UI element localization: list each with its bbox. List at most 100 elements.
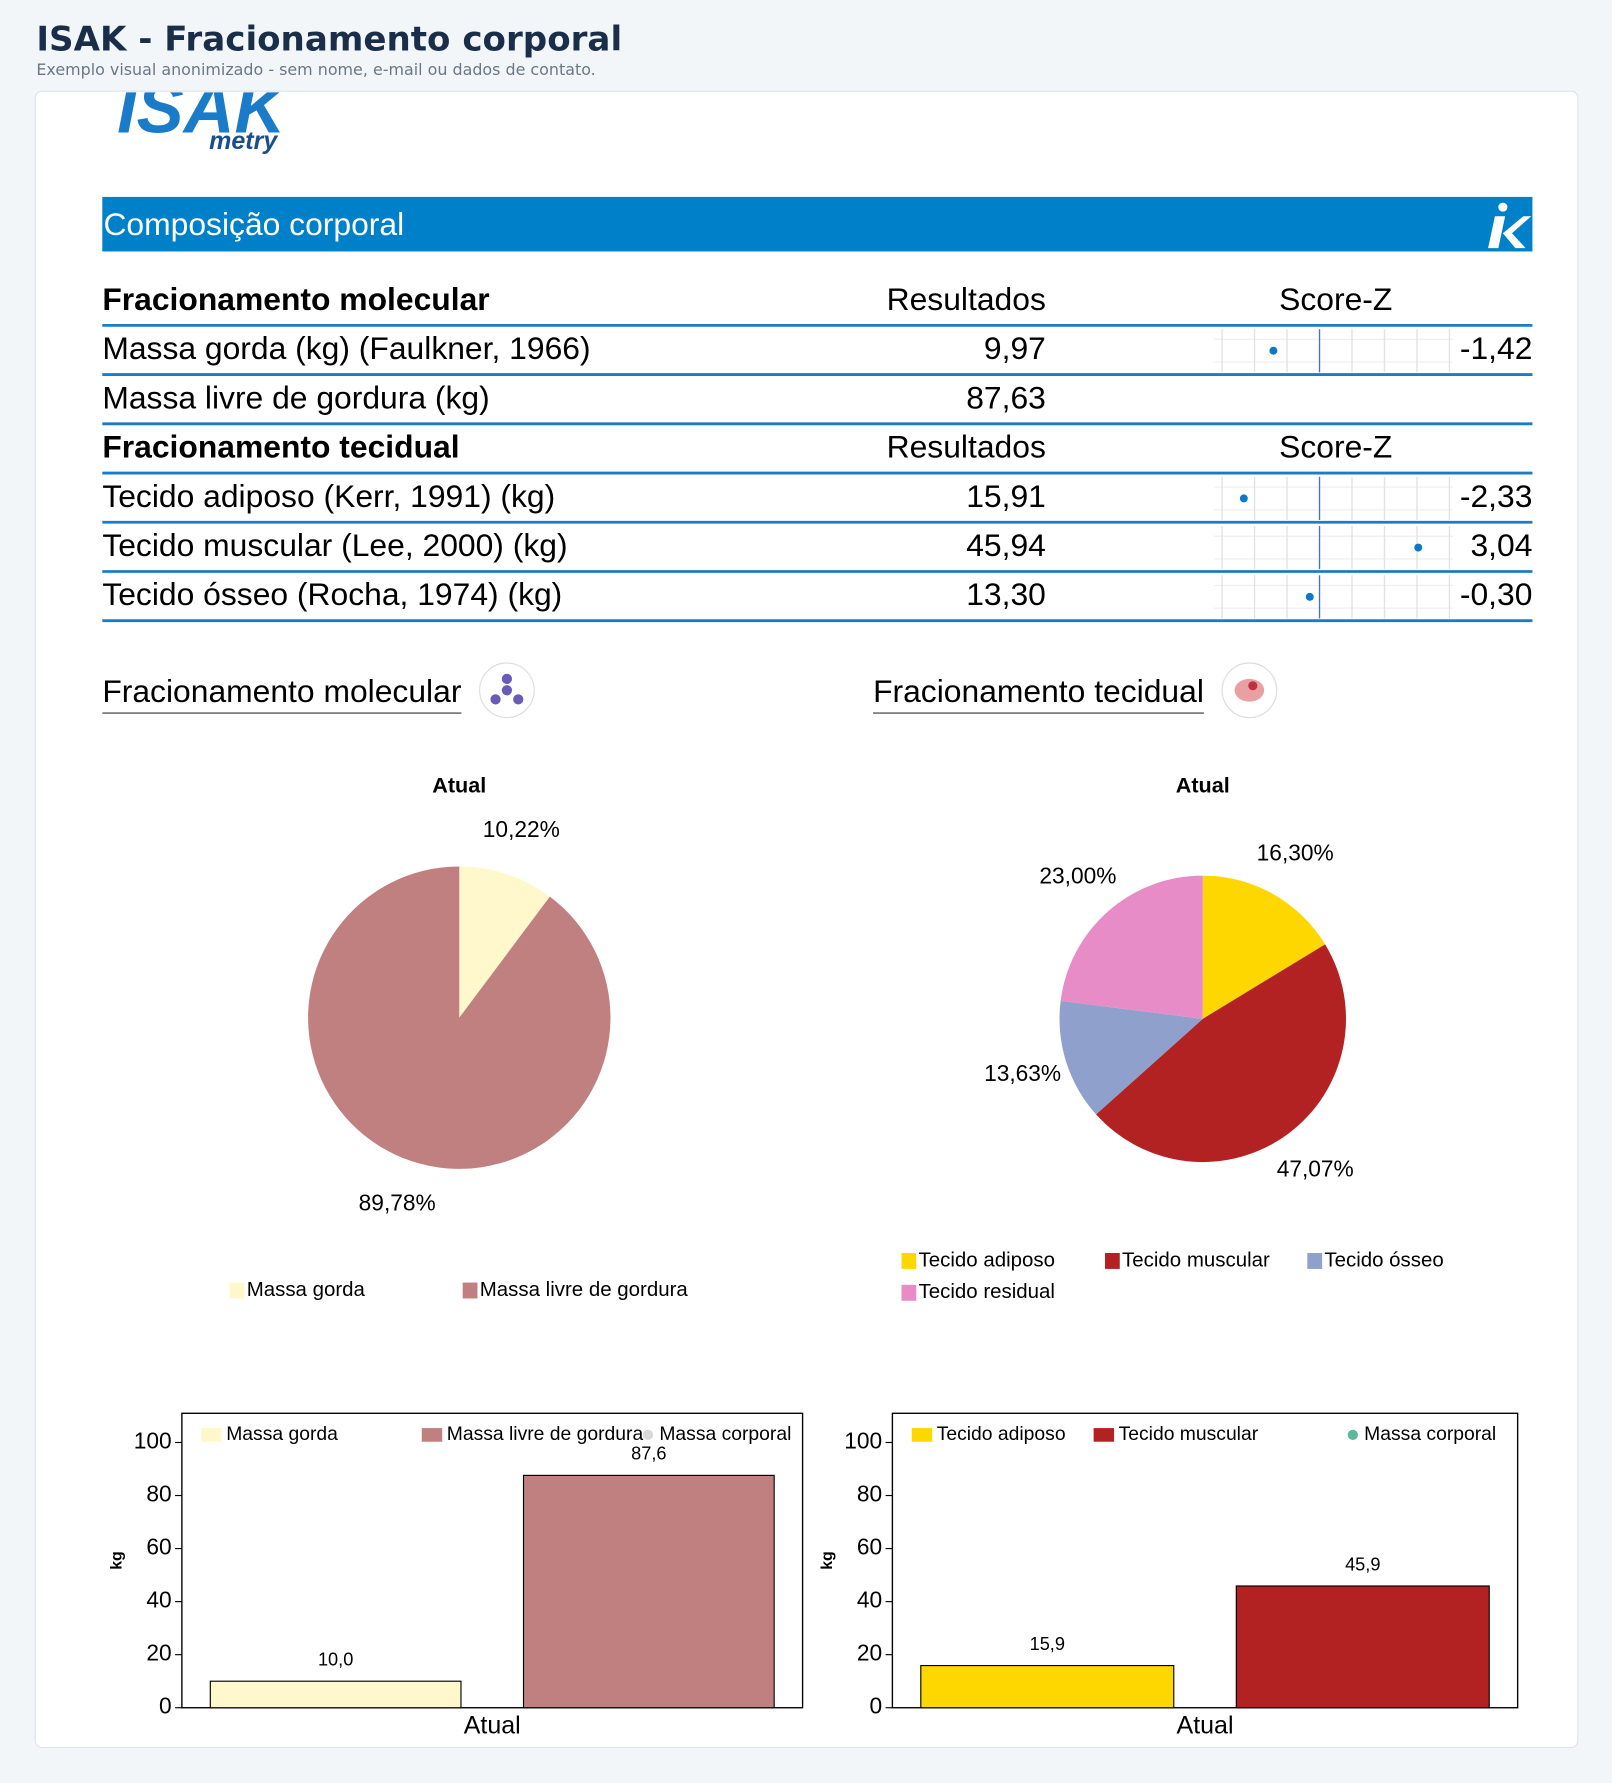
y-tick-label: 20 bbox=[146, 1640, 171, 1666]
bar bbox=[1235, 1585, 1490, 1709]
table-header: Score-Z bbox=[1279, 281, 1392, 317]
bar bbox=[920, 1664, 1175, 1709]
x-tick-label: Atual bbox=[1177, 1712, 1234, 1740]
legend-label: Massa livre de gordura bbox=[447, 1424, 644, 1445]
legend-label: Massa gorda bbox=[247, 1278, 366, 1301]
y-tick-label: 0 bbox=[870, 1693, 883, 1719]
row-result: 87,63 bbox=[966, 379, 1046, 415]
pie-slice bbox=[459, 866, 550, 1018]
row-label: Massa gorda (kg) (Faulkner, 1966) bbox=[102, 330, 590, 366]
chart-title: Atual bbox=[1176, 773, 1230, 798]
section-icon bbox=[501, 673, 513, 685]
legend-swatch bbox=[462, 1282, 478, 1299]
zscore-label: -2,33 bbox=[1460, 478, 1533, 514]
y-tick-label: 60 bbox=[146, 1534, 171, 1560]
page-subtitle: Exemplo visual anonimizado - sem nome, e… bbox=[36, 60, 595, 79]
plot-area bbox=[891, 1412, 1519, 1709]
row-label: Tecido adiposo (Kerr, 1991) (kg) bbox=[102, 478, 555, 514]
banner-icon bbox=[1488, 202, 1532, 249]
plot-area bbox=[181, 1412, 804, 1709]
y-tick-label: 80 bbox=[857, 1481, 882, 1507]
legend-swatch bbox=[201, 1428, 222, 1442]
chart-title: Atual bbox=[432, 773, 486, 798]
zscore-dot bbox=[1305, 592, 1314, 601]
x-tick-label: Atual bbox=[464, 1712, 521, 1740]
logo-subtext: metry bbox=[209, 127, 278, 155]
row-label: Tecido ósseo (Rocha, 1974) (kg) bbox=[102, 576, 562, 612]
zscore-dot bbox=[1414, 543, 1423, 552]
y-tick-label: 40 bbox=[857, 1587, 882, 1613]
legend-label: Massa corporal bbox=[1364, 1424, 1496, 1445]
row-label: Tecido muscular (Lee, 2000) (kg) bbox=[102, 527, 567, 563]
y-tick-label: 100 bbox=[134, 1427, 172, 1453]
banner bbox=[102, 196, 1533, 252]
legend-marker bbox=[1347, 1429, 1358, 1441]
y-tick-label: 80 bbox=[146, 1481, 171, 1507]
data-label: 10,22% bbox=[483, 816, 560, 842]
bar bbox=[522, 1474, 775, 1709]
section-icon bbox=[1248, 681, 1258, 691]
page-title: ISAK - Fracionamento corporal bbox=[36, 20, 622, 60]
table-header: Score-Z bbox=[1279, 429, 1392, 465]
legend-label: Massa gorda bbox=[226, 1424, 338, 1445]
legend-swatch bbox=[901, 1253, 917, 1269]
section-icon bbox=[501, 685, 513, 696]
zscore-dot bbox=[1239, 494, 1248, 503]
section-icon bbox=[513, 694, 524, 705]
section-title: Fracionamento tecidual bbox=[873, 673, 1204, 709]
logo: ISAK metry bbox=[117, 92, 290, 155]
banner-title: Composição corporal bbox=[103, 206, 404, 242]
data-label: 13,63% bbox=[984, 1060, 1061, 1086]
y-tick-label: 60 bbox=[857, 1534, 882, 1560]
row-result: 13,30 bbox=[966, 576, 1046, 612]
legend-label: Tecido residual bbox=[919, 1280, 1055, 1303]
legend-swatch bbox=[421, 1428, 443, 1442]
y-axis-label: kg bbox=[108, 1551, 125, 1570]
y-tick-label: 40 bbox=[146, 1587, 171, 1613]
legend-swatch bbox=[911, 1428, 933, 1442]
zscore-dot bbox=[1269, 346, 1278, 355]
row-label: Massa livre de gordura (kg) bbox=[102, 379, 489, 415]
pie-slice bbox=[1059, 1000, 1203, 1115]
pie-slice bbox=[308, 866, 611, 1169]
data-label: 87,6 bbox=[631, 1444, 666, 1464]
legend-label: Tecido adiposo bbox=[937, 1424, 1066, 1445]
legend-marker bbox=[642, 1429, 654, 1441]
table-header: Resultados bbox=[887, 429, 1046, 465]
card bbox=[34, 90, 1579, 1749]
data-label: 15,9 bbox=[1030, 1634, 1065, 1654]
legend-label: Tecido muscular bbox=[1119, 1424, 1259, 1445]
zscore-label: 3,04 bbox=[1470, 527, 1532, 563]
pie-slice bbox=[1060, 875, 1203, 1019]
legend-label: Tecido ósseo bbox=[1324, 1248, 1443, 1271]
y-tick-label: 20 bbox=[857, 1640, 882, 1666]
y-axis-label: kg bbox=[819, 1551, 836, 1570]
legend-label: Massa corporal bbox=[659, 1424, 791, 1445]
legend-label: Tecido muscular bbox=[1122, 1248, 1270, 1271]
bar bbox=[209, 1680, 462, 1709]
table-header: Fracionamento tecidual bbox=[102, 429, 459, 465]
legend-label: Tecido adiposo bbox=[919, 1248, 1055, 1271]
table-header: Resultados bbox=[887, 281, 1046, 317]
legend-swatch bbox=[1093, 1428, 1115, 1442]
data-label: 89,78% bbox=[359, 1189, 436, 1215]
legend-swatch bbox=[1307, 1253, 1323, 1269]
legend-swatch bbox=[901, 1284, 917, 1301]
legend-label: Massa livre de gordura bbox=[480, 1278, 689, 1301]
row-result: 45,94 bbox=[966, 527, 1046, 563]
pie-slice bbox=[1202, 875, 1326, 1019]
y-tick-label: 100 bbox=[844, 1427, 882, 1453]
section-icon bbox=[490, 694, 501, 705]
section-title: Fracionamento molecular bbox=[102, 673, 462, 709]
row-result: 9,97 bbox=[984, 330, 1046, 366]
section-icon bbox=[1234, 678, 1265, 702]
row-result: 15,91 bbox=[966, 478, 1046, 514]
zscore-label: -0,30 bbox=[1460, 576, 1533, 612]
data-label: 45,9 bbox=[1345, 1554, 1380, 1574]
data-label: 47,07% bbox=[1277, 1155, 1354, 1181]
y-tick-label: 0 bbox=[159, 1693, 172, 1719]
data-label: 10,0 bbox=[318, 1650, 353, 1670]
pie-slice bbox=[1096, 944, 1346, 1163]
zscore-label: -1,42 bbox=[1460, 330, 1533, 366]
